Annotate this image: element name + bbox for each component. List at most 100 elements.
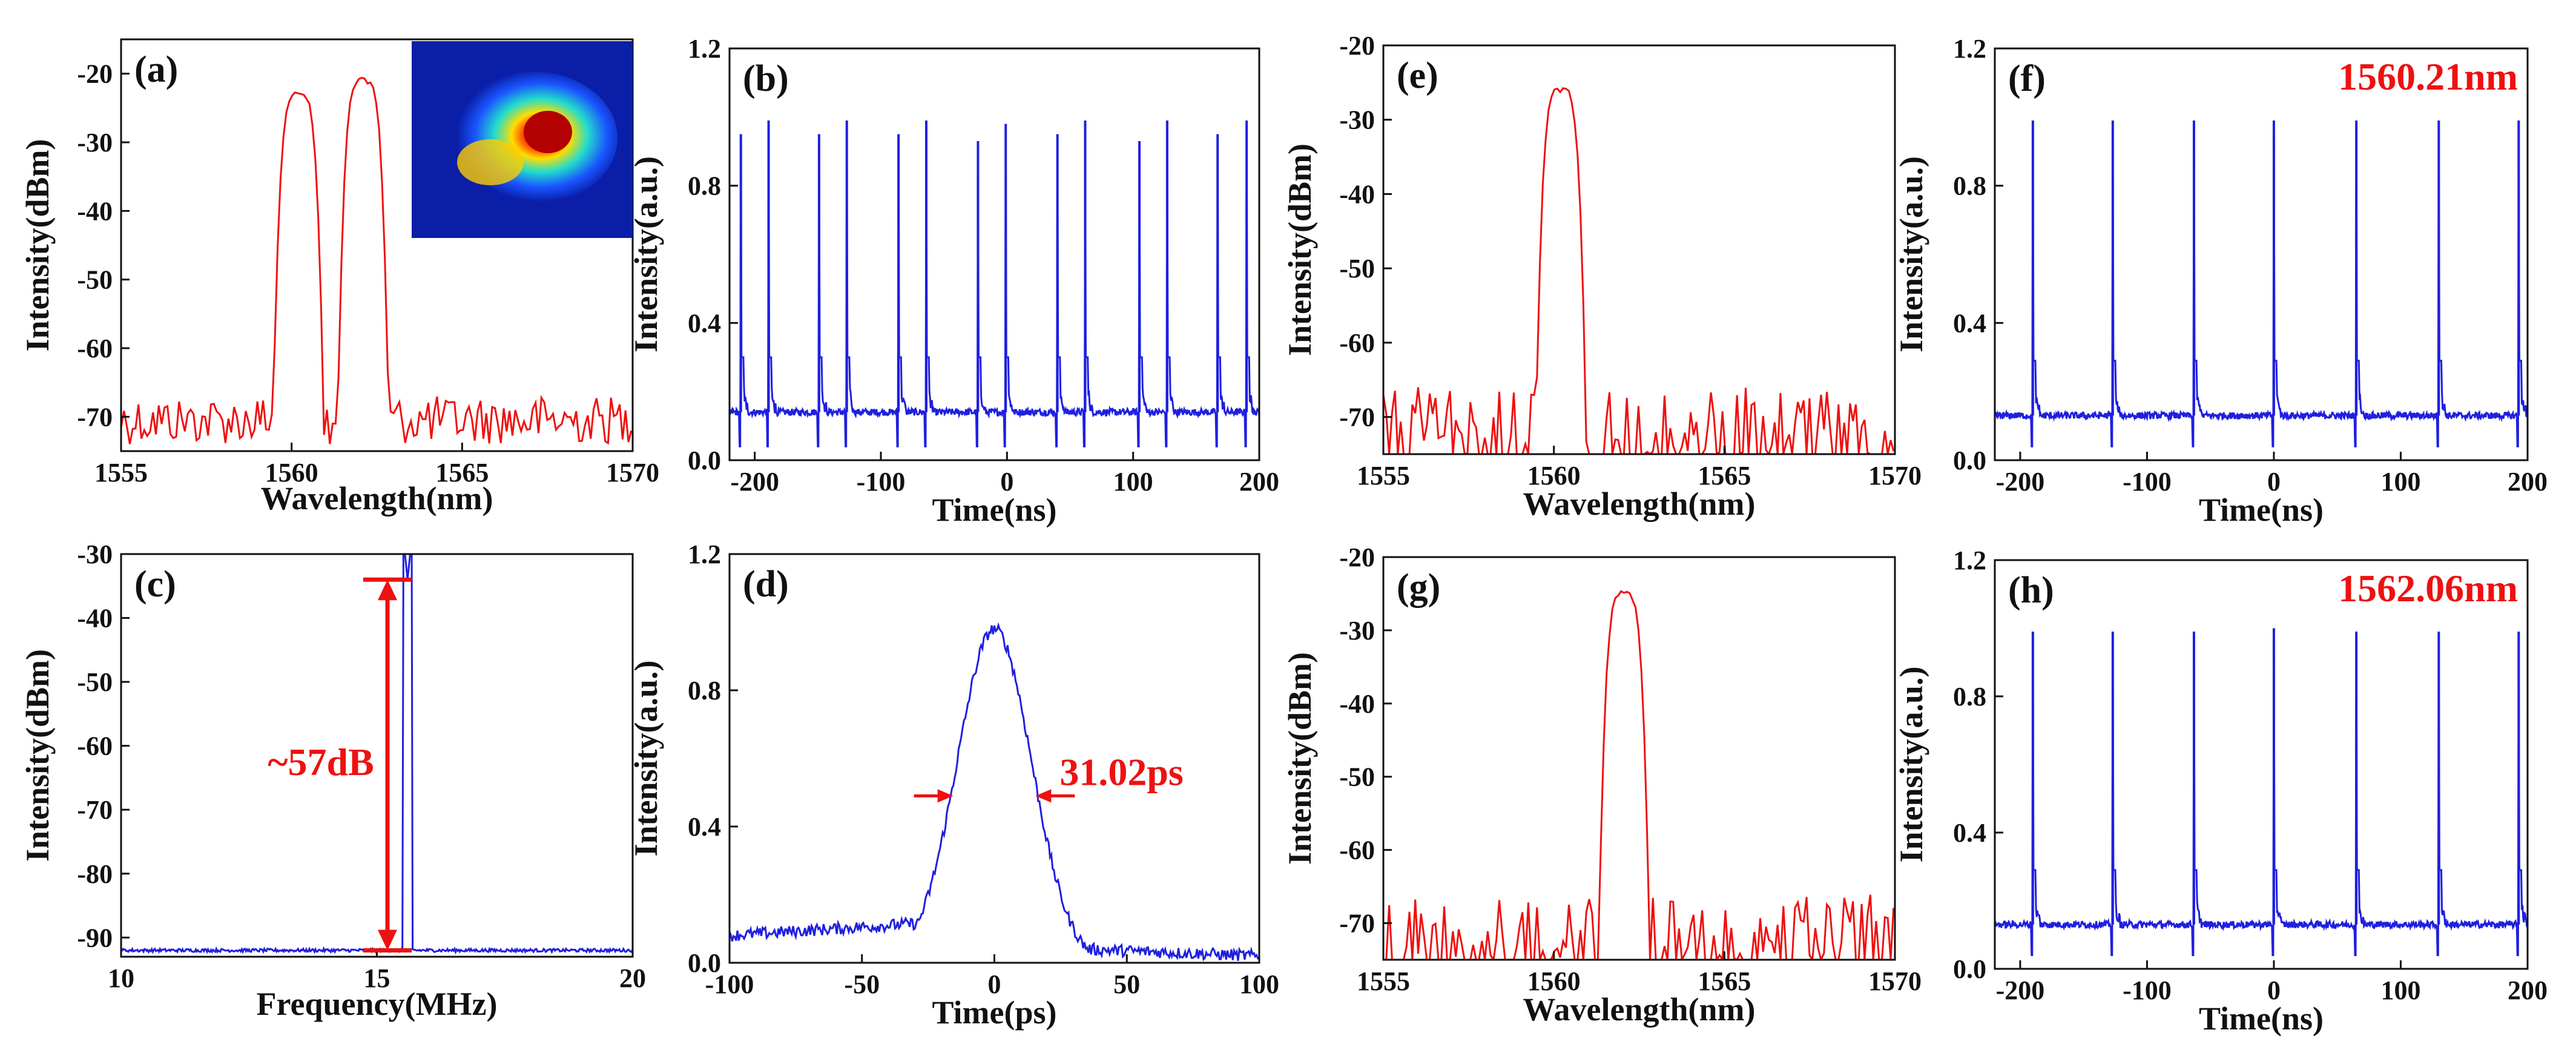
x-tick-label-f: 0 bbox=[2267, 467, 2281, 497]
annotation-f: 1560.21nm bbox=[2338, 55, 2518, 98]
axes-frame-g bbox=[1382, 556, 1896, 961]
x-tick-label-a: 1555 bbox=[94, 458, 148, 487]
y-tick-label-g: -60 bbox=[1339, 836, 1375, 865]
y-tick-label-h: 1.2 bbox=[1953, 546, 1986, 575]
panel-label-e: (e) bbox=[1397, 55, 1438, 96]
y-axis-label-g: Intensity(dBm) bbox=[1282, 652, 1318, 865]
y-tick-label-d: 0.4 bbox=[688, 812, 721, 842]
axes-frame-h bbox=[1994, 559, 2529, 970]
y-axis-label-h: Intensity(a.u.) bbox=[1893, 666, 1929, 862]
series-line-c bbox=[121, 554, 633, 955]
x-tick-label-g: 1565 bbox=[1698, 966, 1751, 996]
y-tick-label-f: 0.0 bbox=[1953, 446, 1986, 475]
x-axis-label-d: Time(ps) bbox=[932, 994, 1056, 1031]
y-tick-label-a: -60 bbox=[77, 334, 113, 363]
x-tick-label-e: 1570 bbox=[1868, 461, 1922, 490]
y-tick-label-a: -40 bbox=[77, 196, 113, 226]
y-axis-label-b: Intensity(a.u.) bbox=[628, 156, 664, 352]
y-tick-label-b: 0.4 bbox=[688, 308, 721, 338]
x-tick-label-f: -200 bbox=[1996, 467, 2045, 497]
y-tick-label-h: 0.8 bbox=[1953, 682, 1986, 711]
x-tick-label-a: 1560 bbox=[265, 458, 318, 487]
y-tick-label-e: -50 bbox=[1339, 254, 1375, 283]
series-line-f bbox=[1995, 120, 2528, 447]
y-tick-label-e: -20 bbox=[1339, 31, 1375, 61]
y-tick-label-c: -70 bbox=[77, 795, 113, 825]
y-tick-label-e: -30 bbox=[1339, 105, 1375, 135]
x-axis-label-f: Time(ns) bbox=[2199, 492, 2324, 528]
y-tick-label-g: -30 bbox=[1339, 616, 1375, 645]
y-tick-label-c: -90 bbox=[77, 923, 113, 952]
y-tick-label-a: -30 bbox=[77, 128, 113, 157]
x-tick-label-e: 1565 bbox=[1698, 461, 1751, 490]
axes-frame-a bbox=[120, 38, 634, 452]
panel-label-f: (f) bbox=[2008, 58, 2046, 99]
y-tick-label-a: -70 bbox=[77, 402, 113, 432]
x-axis-label-a: Wavelength(nm) bbox=[261, 480, 493, 517]
dynamic-range-arrow bbox=[363, 577, 412, 952]
y-tick-label-h: 0.0 bbox=[1953, 954, 1986, 984]
y-tick-label-c: -50 bbox=[77, 667, 113, 697]
y-tick-label-f: 0.8 bbox=[1953, 171, 1986, 201]
y-tick-label-d: 0.0 bbox=[688, 948, 721, 978]
y-tick-label-d: 1.2 bbox=[688, 540, 721, 569]
x-axis-label-b: Time(ns) bbox=[932, 492, 1056, 528]
panel-label-g: (g) bbox=[1397, 567, 1440, 608]
axes-frame-b bbox=[728, 47, 1260, 461]
panel-label-b: (b) bbox=[743, 58, 789, 99]
series-line-h bbox=[1995, 628, 2528, 956]
y-tick-label-c: -40 bbox=[77, 604, 113, 633]
x-tick-label-h: -100 bbox=[2123, 975, 2172, 1005]
y-axis-label-c: Intensity(dBm) bbox=[19, 649, 56, 862]
panel-label-c: (c) bbox=[134, 564, 176, 605]
fwhm-arrows bbox=[914, 789, 1075, 803]
x-tick-label-f: 200 bbox=[2508, 467, 2548, 497]
annotation-c: ~57dB bbox=[268, 741, 374, 784]
x-tick-label-b: -100 bbox=[857, 467, 906, 497]
x-axis-label-h: Time(ns) bbox=[2199, 1000, 2324, 1037]
panel-g: 1555 1560 1565 1570 -70 -60 -50 -40 -30 -20 Wavele… bbox=[1282, 543, 1922, 1028]
y-tick-label-e: -70 bbox=[1339, 403, 1375, 432]
x-tick-label-c: 10 bbox=[108, 963, 134, 993]
y-tick-label-f: 1.2 bbox=[1953, 34, 1986, 64]
x-axis-label-e: Wavelength(nm) bbox=[1523, 486, 1756, 522]
x-tick-label-b: 0 bbox=[1000, 467, 1013, 497]
y-tick-label-a: -20 bbox=[77, 59, 113, 89]
y-tick-label-b: 0.0 bbox=[688, 446, 721, 475]
y-tick-label-c: -80 bbox=[77, 859, 113, 889]
series-line-a bbox=[121, 76, 633, 445]
series-line-e bbox=[1383, 87, 1895, 454]
x-tick-label-d: 0 bbox=[988, 969, 1001, 999]
y-tick-label-b: 1.2 bbox=[688, 34, 721, 64]
y-axis-label-d: Intensity(a.u.) bbox=[628, 660, 664, 856]
series-line-d bbox=[730, 622, 1259, 962]
beam-profile-inset bbox=[412, 41, 633, 238]
panel-b: -200 -100 0 100 200 0.0 0.4 0.8 1.2 Time(ns) Inten… bbox=[628, 34, 1279, 528]
x-tick-label-g: 1560 bbox=[1527, 966, 1581, 996]
y-axis-label-e: Intensity(dBm) bbox=[1282, 144, 1318, 356]
panel-e: 1555 1560 1565 1570 -70 -60 -50 -40 -30 -20 Wavele… bbox=[1282, 31, 1922, 522]
y-tick-label-e: -40 bbox=[1339, 179, 1375, 209]
x-tick-label-c: 20 bbox=[619, 963, 646, 993]
x-tick-label-e: 1555 bbox=[1357, 461, 1410, 490]
panel-c: 10 15 20 -90 -80 -70 -60 -50 -40 -30 Frequency(MHz… bbox=[19, 540, 646, 1022]
x-tick-label-b: -200 bbox=[730, 467, 779, 497]
x-tick-label-c: 15 bbox=[364, 963, 390, 993]
x-tick-label-h: -200 bbox=[1996, 975, 2045, 1005]
x-tick-label-f: -100 bbox=[2123, 467, 2172, 497]
x-tick-label-h: 200 bbox=[2508, 975, 2548, 1005]
annotation-d: 31.02ps bbox=[1059, 750, 1184, 793]
panel-label-h: (h) bbox=[2008, 570, 2054, 611]
y-tick-label-c: -60 bbox=[77, 731, 113, 761]
x-tick-label-a: 1565 bbox=[435, 458, 489, 487]
x-axis-label-c: Frequency(MHz) bbox=[257, 986, 498, 1022]
y-tick-label-f: 0.4 bbox=[1953, 308, 1986, 338]
y-tick-label-h: 0.4 bbox=[1953, 818, 1986, 848]
x-tick-label-d: -100 bbox=[705, 969, 754, 999]
x-tick-label-b: 200 bbox=[1239, 467, 1279, 497]
x-tick-label-f: 100 bbox=[2380, 467, 2420, 497]
y-tick-label-e: -60 bbox=[1339, 328, 1375, 358]
y-tick-label-g: -50 bbox=[1339, 762, 1375, 792]
y-tick-label-a: -50 bbox=[77, 265, 113, 295]
